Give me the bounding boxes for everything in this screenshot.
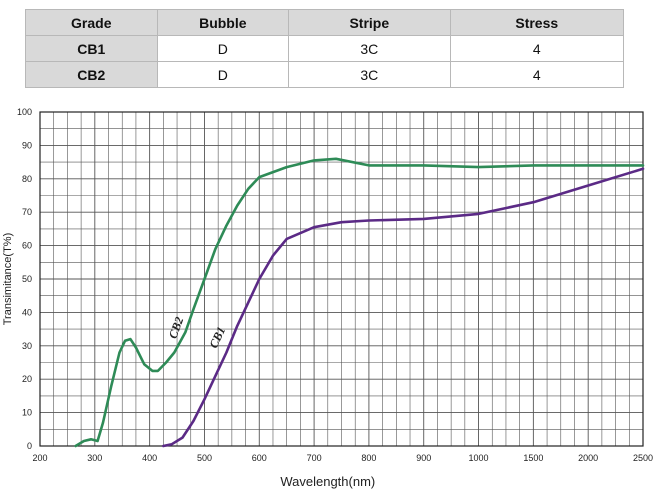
x-tick-label: 700 bbox=[307, 453, 322, 463]
x-tick-label: 200 bbox=[32, 453, 47, 463]
cell-bubble: D bbox=[156, 61, 290, 88]
series-line-cb1 bbox=[162, 167, 645, 448]
y-tick-label: 30 bbox=[22, 341, 32, 351]
y-tick-label: 40 bbox=[22, 307, 32, 317]
y-axis-title: Transimitance(T%) bbox=[2, 233, 14, 326]
cell-bubble: D bbox=[156, 35, 290, 62]
cell-stripe: 3C bbox=[288, 35, 451, 62]
x-tick-label: 2000 bbox=[578, 453, 598, 463]
series-line-cb2 bbox=[74, 157, 645, 448]
x-tick-label: 2500 bbox=[633, 453, 653, 463]
x-tick-label: 500 bbox=[197, 453, 212, 463]
table-row: CB1 D 3C 4 bbox=[25, 35, 625, 62]
cell-stress: 4 bbox=[449, 61, 625, 88]
y-tick-label: 100 bbox=[17, 107, 32, 117]
cell-stress: 4 bbox=[449, 35, 625, 62]
y-tick-label: 70 bbox=[22, 207, 32, 217]
x-tick-label: 400 bbox=[142, 453, 157, 463]
header-stripe: Stripe bbox=[288, 9, 451, 36]
y-tick-label: 60 bbox=[22, 241, 32, 251]
x-tick-label: 1000 bbox=[469, 453, 489, 463]
x-tick-label: 800 bbox=[361, 453, 376, 463]
plot-frame bbox=[39, 111, 644, 447]
cell-grade: CB2 bbox=[25, 61, 158, 88]
table-header-row: Grade Bubble Stripe Stress bbox=[25, 9, 625, 36]
x-tick-label: 600 bbox=[252, 453, 267, 463]
cell-grade: CB1 bbox=[25, 35, 158, 62]
y-tick-label: 0 bbox=[27, 441, 32, 451]
chart-grid bbox=[40, 112, 643, 446]
transmittance-chart: 200 300 400 500 600 700 800 900 1000 1500 2000 2500… bbox=[2, 107, 653, 489]
chart-ticks: 200 300 400 500 600 700 800 900 1000 1500 2000 2500… bbox=[17, 107, 653, 463]
series-label-cb1: CB1 bbox=[206, 324, 228, 350]
grade-table: Grade Bubble Stripe Stress CB1 D 3C 4 CB… bbox=[25, 9, 625, 88]
y-tick-label: 80 bbox=[22, 174, 32, 184]
y-tick-label: 50 bbox=[22, 274, 32, 284]
x-tick-label: 900 bbox=[416, 453, 431, 463]
table-row: CB2 D 3C 4 bbox=[25, 61, 625, 88]
cell-stripe: 3C bbox=[288, 61, 451, 88]
header-grade: Grade bbox=[25, 9, 158, 36]
x-tick-label: 300 bbox=[87, 453, 102, 463]
y-tick-label: 10 bbox=[22, 408, 32, 418]
header-stress: Stress bbox=[449, 9, 625, 36]
y-tick-label: 20 bbox=[22, 374, 32, 384]
header-bubble: Bubble bbox=[156, 9, 290, 36]
x-tick-label: 1500 bbox=[523, 453, 543, 463]
x-axis-title: Wavelength(nm) bbox=[280, 474, 375, 489]
chart-series: CB2 CB1 bbox=[74, 157, 645, 448]
y-tick-label: 90 bbox=[22, 140, 32, 150]
